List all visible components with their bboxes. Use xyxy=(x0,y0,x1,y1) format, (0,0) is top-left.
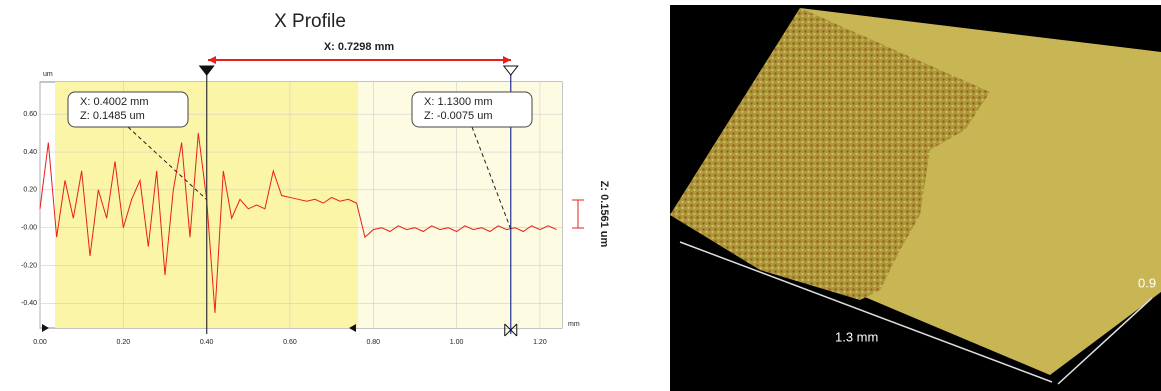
x-tick-label: 0.00 xyxy=(33,339,47,346)
cursor-label: Z: -0.0075 um xyxy=(424,110,492,122)
width-label: 1.3 mm xyxy=(835,329,878,344)
x-tick-label: 0.20 xyxy=(117,339,131,346)
cursor-box xyxy=(411,91,533,128)
rough-surface xyxy=(670,8,990,300)
y-tick-label: -0.00 xyxy=(21,225,37,232)
x-tick-label: 0.40 xyxy=(200,339,214,346)
cursor-handle xyxy=(198,65,215,76)
y-tick-label: -0.40 xyxy=(21,300,37,307)
x-tick-label: 1.00 xyxy=(450,339,464,346)
y-tick-label: 0.20 xyxy=(23,187,37,194)
y-tick-label: 0.60 xyxy=(23,111,37,118)
x-tick-label: 0.60 xyxy=(283,339,297,346)
x-distance-label: X: 0.7298 mm xyxy=(324,41,395,53)
leader-line xyxy=(127,126,208,200)
x-unit: mm xyxy=(568,321,580,328)
axes-3d xyxy=(679,241,1153,385)
z-distance-marker xyxy=(572,199,584,229)
leader-line xyxy=(471,126,512,230)
y-tick-label: 0.40 xyxy=(23,149,37,156)
cursor-box xyxy=(67,91,189,128)
cursor-label: X: 0.4002 mm xyxy=(80,96,148,108)
z-distance-label: Z: 0.1561 um xyxy=(598,181,610,248)
cursor-label: Z: 0.1485 um xyxy=(80,110,145,122)
x-tick-label: 0.80 xyxy=(366,339,380,346)
chart-title: X Profile xyxy=(274,11,346,32)
cursor-label: X: 1.1300 mm xyxy=(424,96,492,108)
depth-label: 0.9 xyxy=(1138,275,1156,290)
cursor-handle xyxy=(502,65,519,76)
y-tick-label: -0.20 xyxy=(21,262,37,269)
bottom-cursor xyxy=(504,323,518,337)
profile-line xyxy=(39,133,557,313)
y-unit: um xyxy=(43,71,53,78)
x-tick-label: 1.20 xyxy=(533,339,547,346)
